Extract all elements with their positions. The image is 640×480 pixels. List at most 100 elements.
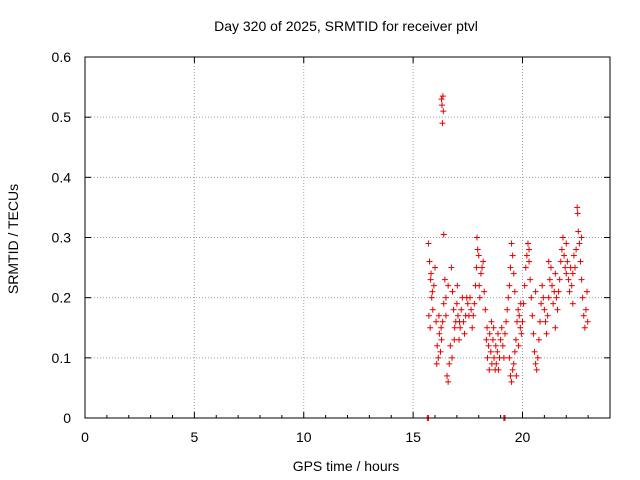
data-point — [456, 318, 463, 325]
data-point — [440, 231, 447, 238]
data-point — [515, 306, 522, 313]
data-point — [550, 300, 557, 307]
data-point — [509, 252, 516, 259]
y-tick-label: 0.1 — [52, 350, 72, 366]
data-point — [473, 264, 480, 271]
data-point — [491, 354, 498, 361]
data-point — [547, 264, 554, 271]
data-point — [569, 300, 576, 307]
data-point — [556, 276, 563, 283]
data-point — [444, 372, 451, 379]
data-point — [486, 330, 493, 337]
data-point — [515, 342, 522, 349]
data-point — [511, 348, 518, 355]
data-point — [497, 336, 504, 343]
data-point — [441, 276, 448, 283]
data-point — [500, 354, 507, 361]
data-point — [517, 324, 524, 331]
data-point — [451, 324, 458, 331]
data-point — [506, 282, 513, 289]
data-point — [584, 288, 591, 295]
data-point — [490, 324, 497, 331]
data-point — [428, 294, 435, 301]
data-point — [584, 318, 591, 325]
data-point — [457, 324, 464, 331]
x-axis-label: GPS time / hours — [293, 458, 400, 474]
data-point — [433, 318, 440, 325]
data-point — [454, 282, 461, 289]
data-point — [537, 318, 543, 325]
data-point — [573, 246, 580, 253]
data-point — [506, 354, 513, 361]
data-point — [449, 354, 456, 361]
data-point — [471, 300, 478, 307]
data-point — [579, 294, 586, 301]
y-tick-label: 0.4 — [52, 169, 72, 185]
data-point — [434, 342, 441, 349]
data-point — [453, 300, 460, 307]
data-point — [447, 342, 454, 349]
data-point — [481, 288, 488, 295]
data-point — [429, 306, 436, 313]
data-point — [564, 258, 571, 265]
data-point — [438, 96, 445, 103]
data-point — [527, 276, 534, 283]
data-point — [574, 204, 581, 211]
data-point — [486, 366, 493, 373]
data-point — [542, 318, 549, 325]
x-tick-label: 5 — [190, 429, 198, 445]
data-point — [552, 324, 559, 331]
data-point — [512, 336, 519, 343]
data-point — [555, 288, 562, 295]
data-point — [449, 288, 456, 295]
data-point — [505, 294, 512, 301]
data-point — [425, 240, 432, 247]
data-point — [541, 306, 548, 313]
data-point — [508, 240, 515, 247]
data-point — [530, 330, 537, 337]
data-point — [499, 342, 506, 349]
data-point — [439, 93, 446, 100]
data-point — [429, 288, 436, 295]
data-point — [504, 306, 511, 313]
data-point — [439, 102, 445, 109]
data-point — [562, 264, 569, 271]
data-point — [518, 330, 525, 337]
data-point — [576, 240, 583, 247]
data-point — [445, 378, 452, 385]
data-point — [554, 306, 561, 313]
grid-lines — [85, 57, 610, 418]
data-point — [532, 288, 539, 295]
data-point — [469, 324, 476, 331]
data-point — [450, 306, 457, 313]
data-point — [531, 348, 538, 355]
data-point — [517, 300, 524, 307]
data-point — [522, 264, 529, 271]
data-point — [438, 324, 445, 331]
data-point — [454, 312, 461, 319]
y-axis-label: SRMTID / TECUs — [5, 184, 21, 294]
data-point — [477, 270, 484, 277]
data-point — [545, 294, 552, 301]
data-point — [559, 234, 566, 241]
data-point — [458, 306, 465, 313]
data-point — [529, 312, 536, 319]
data-point — [549, 282, 556, 289]
data-point — [507, 264, 514, 271]
data-point — [514, 318, 521, 325]
data-point — [577, 258, 584, 265]
data-point — [565, 276, 572, 283]
data-point — [475, 252, 482, 259]
data-point — [523, 252, 530, 259]
data-point — [539, 282, 546, 289]
data-point — [538, 300, 545, 307]
data-point — [578, 234, 585, 241]
data-point — [561, 252, 568, 259]
data-point — [488, 318, 495, 325]
data-point — [451, 336, 458, 343]
data-point — [474, 234, 480, 241]
data-point — [545, 258, 552, 265]
data-point — [489, 336, 496, 343]
data-point — [430, 282, 437, 289]
